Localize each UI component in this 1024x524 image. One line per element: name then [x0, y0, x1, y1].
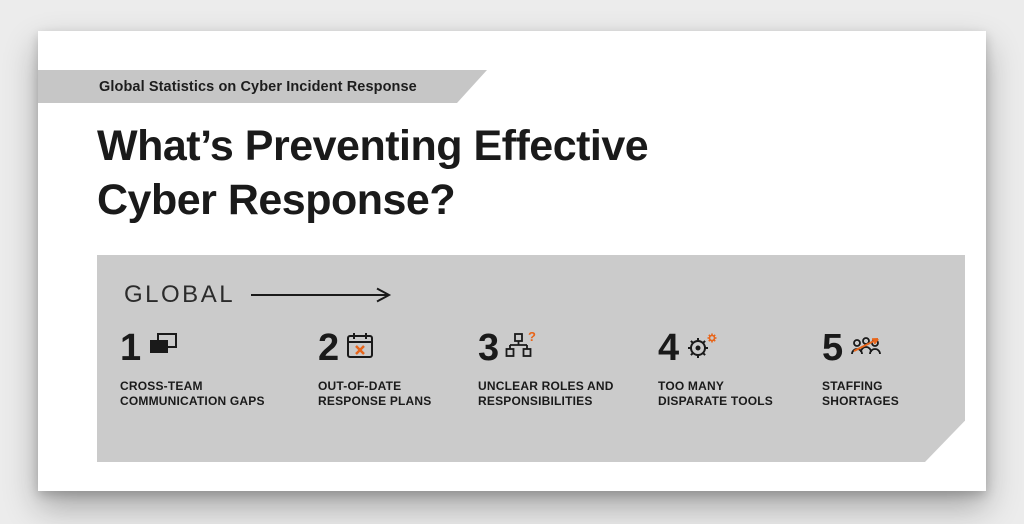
- item-label: UNCLEAR ROLES AND RESPONSIBILITIES: [478, 379, 614, 409]
- stats-panel: GLOBAL 1 CROS: [97, 255, 965, 462]
- item-label: TOO MANY DISPARATE TOOLS: [658, 379, 773, 409]
- stat-item-header: 5: [822, 329, 899, 373]
- svg-text:?: ?: [528, 331, 536, 344]
- stat-item-header: 3 ?: [478, 329, 614, 373]
- gears-icon: [685, 331, 719, 361]
- overlapping-screens-icon: [147, 331, 179, 361]
- page-title: What’s Preventing Effective Cyber Respon…: [97, 119, 649, 227]
- stat-item: 2 OUT-OF-DATE RESPONSE P: [318, 329, 432, 409]
- right-arrow-icon: [249, 287, 397, 303]
- stat-item: 1 CROSS-TEAM COMMUNICATION GAPS: [120, 329, 265, 409]
- item-label-line: RESPONSE PLANS: [318, 394, 432, 408]
- item-number: 5: [822, 327, 843, 369]
- kicker-ribbon: Global Statistics on Cyber Incident Resp…: [38, 70, 487, 103]
- calendar-x-icon: [345, 331, 375, 361]
- item-label-line: STAFFING: [822, 379, 883, 393]
- stat-item: 5: [822, 329, 899, 409]
- item-label: STAFFING SHORTAGES: [822, 379, 899, 409]
- panel-header: GLOBAL: [124, 281, 397, 309]
- item-label-line: OUT-OF-DATE: [318, 379, 402, 393]
- item-label-line: COMMUNICATION GAPS: [120, 394, 265, 408]
- item-label-line: TOO MANY: [658, 379, 725, 393]
- item-label: CROSS-TEAM COMMUNICATION GAPS: [120, 379, 265, 409]
- team-growth-icon: [849, 331, 883, 359]
- slide-card: Global Statistics on Cyber Incident Resp…: [38, 31, 986, 491]
- item-number: 2: [318, 327, 339, 369]
- stat-item: 3 ? U: [478, 329, 614, 409]
- item-number: 4: [658, 327, 679, 369]
- item-label: OUT-OF-DATE RESPONSE PLANS: [318, 379, 432, 409]
- item-label-line: DISPARATE TOOLS: [658, 394, 774, 408]
- item-label-line: UNCLEAR ROLES AND: [478, 379, 614, 393]
- item-label-line: SHORTAGES: [822, 394, 899, 408]
- region-label: GLOBAL: [124, 281, 236, 308]
- title-line-1: What’s Preventing Effective: [97, 122, 649, 170]
- item-number: 1: [120, 327, 141, 369]
- stat-item-header: 2: [318, 329, 432, 373]
- stat-item-header: 1: [120, 329, 265, 373]
- kicker-text: Global Statistics on Cyber Incident Resp…: [99, 78, 417, 95]
- stat-item-header: 4: [658, 329, 773, 373]
- org-chart-question-icon: ?: [505, 331, 537, 361]
- item-label-line: CROSS-TEAM: [120, 379, 203, 393]
- item-number: 3: [478, 327, 499, 369]
- stat-item: 4: [658, 329, 773, 409]
- title-line-2: Cyber Response?: [97, 176, 456, 224]
- item-label-line: RESPONSIBILITIES: [478, 394, 593, 408]
